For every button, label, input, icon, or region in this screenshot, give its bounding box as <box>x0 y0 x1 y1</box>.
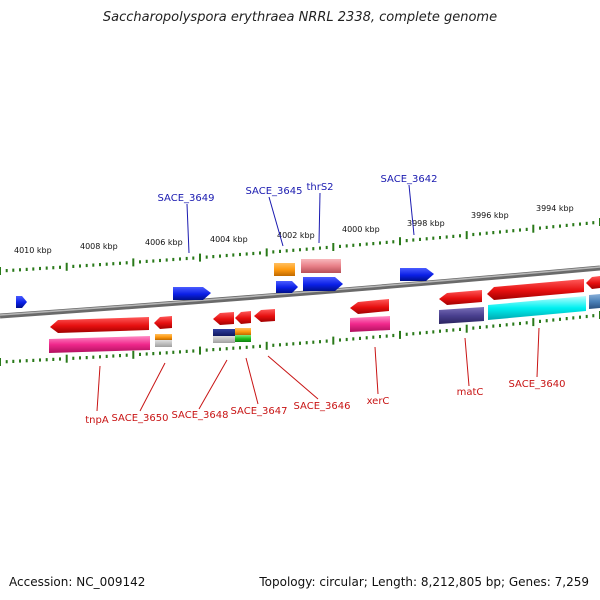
upper-tick-track <box>0 218 600 275</box>
reverse-strand-genes <box>50 276 600 333</box>
gene-arrow-reverse[interactable] <box>213 312 234 325</box>
gene-arrow-forward[interactable] <box>400 268 434 281</box>
function-box[interactable] <box>589 294 600 309</box>
function-box[interactable] <box>439 307 484 324</box>
function-box[interactable] <box>274 263 295 276</box>
gene-label[interactable]: SACE_3648 <box>172 410 229 421</box>
scale-labels: 4010 kbp 4008 kbp 4006 kbp 4004 kbp 4002… <box>14 204 574 255</box>
reverse-leader-lines <box>96 327 540 412</box>
genome-backbone <box>0 265 600 319</box>
gene-arrow-reverse[interactable] <box>154 316 172 329</box>
function-box[interactable] <box>488 296 586 320</box>
scale-tick-label: 4006 kbp <box>145 238 183 247</box>
scale-tick-label: 4002 kbp <box>277 231 315 240</box>
function-box[interactable] <box>155 340 172 347</box>
gene-arrow-reverse[interactable] <box>254 309 275 322</box>
gene-arrow-reverse[interactable] <box>50 317 149 333</box>
gene-label[interactable]: xerC <box>367 396 390 407</box>
forward-gene-labels: SACE_3649 SACE_3645 thrS2 SACE_3642 <box>158 174 438 204</box>
scale-tick-label: 4000 kbp <box>342 225 380 234</box>
gene-label[interactable]: SACE_3640 <box>509 379 566 390</box>
function-box[interactable] <box>301 259 341 273</box>
gene-arrow-forward[interactable] <box>303 277 343 291</box>
gene-label[interactable]: SACE_3650 <box>112 413 169 424</box>
scale-tick-label: 3996 kbp <box>471 211 509 220</box>
gene-arrow-reverse[interactable] <box>487 279 584 300</box>
gene-arrow-reverse[interactable] <box>586 276 600 289</box>
gene-arrow-reverse[interactable] <box>439 290 482 305</box>
gene-label[interactable]: SACE_3649 <box>158 193 215 204</box>
scale-tick-label: 4004 kbp <box>210 235 248 244</box>
forward-strand-genes <box>16 268 434 308</box>
gene-label[interactable]: tnpA <box>85 415 109 426</box>
gene-label[interactable]: SACE_3647 <box>231 406 288 417</box>
scale-tick-label: 3994 kbp <box>536 204 574 213</box>
gene-label[interactable]: SACE_3645 <box>246 186 303 197</box>
reverse-gene-labels: tnpA SACE_3650 SACE_3648 SACE_3647 SACE_… <box>85 379 565 426</box>
accession-text: Accession: NC_009142 <box>9 575 146 589</box>
gene-arrow-forward[interactable] <box>173 287 211 300</box>
gene-arrow-forward[interactable] <box>276 281 298 293</box>
gene-arrow-reverse[interactable] <box>350 299 389 314</box>
lower-tick-track <box>0 311 600 366</box>
gene-label[interactable]: SACE_3646 <box>294 401 351 412</box>
function-box[interactable] <box>213 336 235 343</box>
function-box[interactable] <box>155 334 172 340</box>
reverse-function-boxes <box>49 294 600 353</box>
gene-arrow-forward[interactable] <box>16 296 27 308</box>
forward-leader-lines <box>186 184 415 254</box>
function-box[interactable] <box>235 328 251 335</box>
gene-label[interactable]: matC <box>457 387 484 398</box>
forward-function-boxes <box>274 259 341 276</box>
function-box[interactable] <box>350 316 390 332</box>
function-box[interactable] <box>49 336 150 353</box>
gene-label[interactable]: thrS2 <box>306 182 333 193</box>
topology-text: Topology: circular; Length: 8,212,805 bp… <box>259 575 589 589</box>
scale-tick-label: 4010 kbp <box>14 246 52 255</box>
function-box[interactable] <box>235 335 251 342</box>
genome-backbone-highlight <box>0 266 600 316</box>
scale-tick-label: 3998 kbp <box>407 219 445 228</box>
function-box[interactable] <box>213 329 235 336</box>
gene-arrow-reverse[interactable] <box>235 311 251 324</box>
scale-tick-label: 4008 kbp <box>80 242 118 251</box>
gene-label[interactable]: SACE_3642 <box>381 174 438 185</box>
genome-title: Saccharopolyspora erythraea NRRL 2338, c… <box>102 10 498 25</box>
